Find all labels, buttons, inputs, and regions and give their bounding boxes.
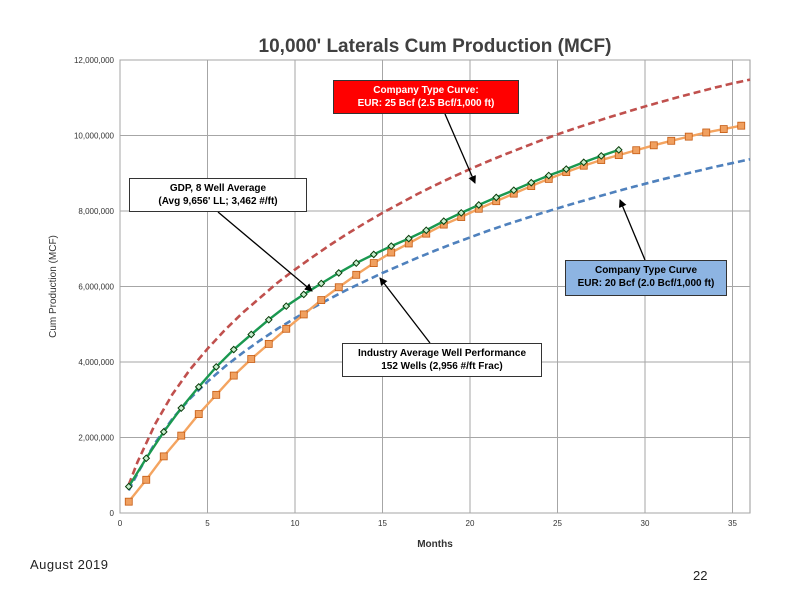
x-tick-label: 10 [291,519,300,528]
data-point-gdp-average [579,158,588,167]
chart-title: 10,000' Laterals Cum Production (MCF) [258,36,612,57]
y-axis-label: Cum Production (MCF) [48,235,59,338]
y-tick-label: 12,000,000 [74,56,115,65]
data-point-industry-average [282,324,291,333]
annotation-line: GDP, 8 Well Average [169,183,267,194]
data-point-industry-average [229,371,238,380]
data-point-gdp-average [299,290,308,299]
data-point-industry-average [247,355,256,363]
data-point-gdp-average [492,193,501,202]
data-point-industry-average [387,248,396,257]
annotation-industry-average: Industry Average Well Performance 152 We… [342,343,542,377]
data-point-industry-average [684,132,693,141]
page-number: 22 [693,568,708,583]
data-point-gdp-average [124,482,133,491]
data-point-industry-average [142,475,151,484]
data-point-gdp-average [212,363,221,371]
data-point-industry-average [632,146,641,155]
data-point-industry-average [719,125,728,133]
x-tick-label: 20 [466,519,475,528]
series-line-company-25 [127,78,751,486]
data-point-industry-average [737,121,746,130]
y-tick-label: 0 [110,509,115,518]
annotation-line: EUR: 25 Bcf (2.5 Bcf/1,000 ft) [357,98,495,109]
data-point-gdp-average [614,145,623,154]
data-point-industry-average [177,431,186,440]
annotation-line: 152 Wells (2,956 #/ft Frac) [381,361,503,372]
data-point-gdp-average [229,345,238,354]
data-point-gdp-average [439,217,448,226]
data-point-industry-average [264,339,273,348]
data-point-gdp-average [457,208,466,217]
data-point-industry-average [667,136,676,145]
data-point-gdp-average [264,315,273,324]
data-point-industry-average [299,310,308,319]
data-point-gdp-average [159,427,168,436]
data-point-gdp-average [334,269,343,277]
x-tick-label: 15 [378,519,387,528]
data-point-gdp-average [404,234,413,243]
annotation-line: Industry Average Well Performance [357,348,527,359]
data-point-gdp-average [544,171,553,180]
data-point-gdp-average [194,383,203,391]
data-point-industry-average [212,390,221,399]
data-point-industry-average [334,283,343,292]
y-tick-label: 6,000,000 [78,283,114,292]
x-tick-label: 35 [728,519,737,528]
data-point-industry-average [352,270,361,279]
data-point-gdp-average [387,242,396,251]
data-point-industry-average [317,296,326,304]
data-point-gdp-average [317,279,326,288]
data-point-gdp-average [509,186,518,195]
data-point-industry-average [369,259,378,267]
annotation-line: Company Type Curve [594,265,698,276]
data-point-gdp-average [369,250,378,259]
chart-series [124,78,751,506]
y-tick-label: 10,000,000 [74,132,115,141]
x-tick-label: 0 [118,519,123,528]
x-tick-label: 5 [205,519,210,528]
data-point-gdp-average [597,151,606,160]
annotation-line: (Avg 9,656' LL; 3,462 #/ft) [158,196,278,207]
data-point-industry-average [702,128,711,137]
annotation-company-type-curve-20: Company Type Curve EUR: 20 Bcf (2.0 Bcf/… [565,260,727,296]
y-tick-label: 2,000,000 [78,434,114,443]
data-point-gdp-average [352,259,361,268]
x-tick-label: 30 [641,519,650,528]
data-point-gdp-average [474,201,483,209]
data-point-gdp-average [247,330,256,339]
series-line-company-20 [127,158,751,491]
annotation-line: Company Type Curve: [373,85,479,96]
data-point-gdp-average [282,302,291,311]
data-point-industry-average [194,410,203,418]
chart-ticks: 0 5 10 15 20 25 30 35 0 2,000,000 4,000,000 6,000,0… [74,56,738,528]
data-point-industry-average [649,141,658,150]
x-axis-label: Months [417,539,453,550]
data-point-gdp-average [562,165,571,174]
data-point-industry-average [124,497,133,506]
annotation-arrow-gdp-average [217,211,313,292]
data-point-industry-average [159,452,168,461]
annotation-arrows [217,113,646,344]
annotation-arrow-industry-average [379,277,431,344]
data-point-gdp-average [177,404,186,412]
data-point-gdp-average [142,454,151,463]
annotation-line: EUR: 20 Bcf (2.0 Bcf/1,000 ft) [577,278,715,289]
annotation-company-type-curve-25: Company Type Curve: EUR: 25 Bcf (2.5 Bcf… [333,80,519,114]
x-tick-label: 25 [553,519,562,528]
data-point-gdp-average [422,226,431,235]
footer-date: August 2019 [30,557,109,572]
annotation-gdp-average: GDP, 8 Well Average (Avg 9,656' LL; 3,46… [129,178,307,212]
y-tick-label: 8,000,000 [78,207,114,216]
annotation-arrow-company-20 [619,199,646,261]
data-point-gdp-average [527,178,536,187]
y-tick-label: 4,000,000 [78,358,114,367]
annotation-arrow-company-25 [444,113,476,184]
